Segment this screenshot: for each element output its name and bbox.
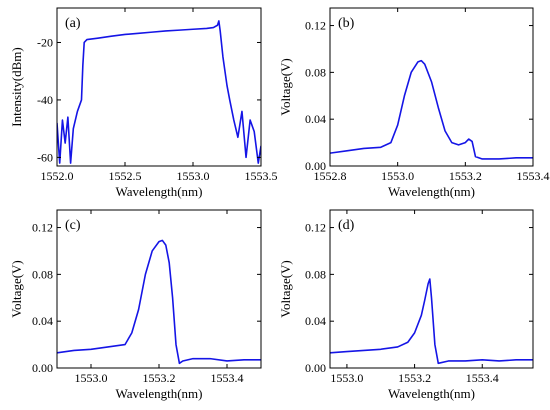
x-axis-label-1: Wavelength(nm) (115, 184, 202, 199)
x-tick-label-4-3: 1553.4 (466, 371, 499, 385)
x-tick-label-1-3: 1553.0 (177, 169, 210, 183)
x-tick-label-1-2: 1552.5 (109, 169, 142, 183)
x-tick-label-3-1: 1553.0 (75, 371, 108, 385)
y-tick-label-3-2: 0.04 (32, 314, 53, 328)
panel-3: 1553.0 1553.2 1553.4 0.00 0.04 0.08 0.12 Wavele… (9, 209, 262, 401)
panel-label-3: (c) (65, 218, 81, 233)
y-tick-label-2-1: 0.00 (305, 159, 326, 173)
x-tick-label-2-2: 1553.0 (381, 169, 414, 183)
x-tick-label-4-2: 1553.2 (398, 371, 431, 385)
panel-label-4: (d) (338, 218, 355, 233)
y-tick-label-2-3: 0.08 (305, 65, 326, 79)
y-tick-label-2-4: 0.12 (305, 19, 326, 33)
plot-frame-4 (329, 209, 534, 369)
x-axis-label-3: Wavelength(nm) (115, 386, 202, 401)
x-tick-label-3-2: 1553.2 (143, 371, 176, 385)
y-tick-label-1-2: -40 (37, 93, 53, 107)
y-tick-label-3-1: 0.00 (32, 361, 53, 375)
y-axis-label-4: Voltage(V) (278, 260, 293, 318)
plot-frame-3 (56, 209, 262, 369)
x-axis-label-2: Wavelength(nm) (388, 184, 475, 199)
panel-label-1: (a) (65, 16, 81, 31)
x-axis-label-4: Wavelength(nm) (388, 386, 475, 401)
x-tick-label-1-1: 1552.0 (41, 169, 74, 183)
y-axis-label-1: Intensity(dBm) (9, 47, 24, 126)
panel-label-2: (b) (338, 16, 355, 31)
x-tick-label-2-4: 1553.4 (517, 169, 550, 183)
plot-frame-1 (56, 7, 262, 167)
y-tick-label-4-3: 0.08 (305, 267, 326, 281)
series-line-2-1 (330, 59, 533, 160)
y-tick-label-4-2: 0.04 (305, 314, 326, 328)
x-tick-label-3-3: 1553.4 (211, 371, 244, 385)
y-tick-label-3-4: 0.12 (32, 221, 53, 235)
y-tick-label-1-3: -20 (37, 35, 53, 49)
series-line-3-1 (57, 239, 261, 365)
panel-1: 1552.0 1552.5 1553.0 1553.5 -60 -40 -20 Wavelen… (9, 7, 278, 199)
x-tick-label-1-4: 1553.5 (245, 169, 278, 183)
x-tick-label-4-1: 1553.0 (330, 371, 363, 385)
y-tick-label-1-1: -60 (37, 150, 53, 164)
y-axis-label-3: Voltage(V) (9, 260, 24, 318)
x-tick-label-2-1: 1552.8 (314, 169, 347, 183)
y-tick-label-2-2: 0.04 (305, 112, 326, 126)
y-tick-label-4-1: 0.00 (305, 361, 326, 375)
y-axis-label-2: Voltage(V) (278, 58, 293, 116)
series-line-1-1 (57, 20, 261, 164)
x-tick-label-2-3: 1553.2 (449, 169, 482, 183)
panel-4: 1553.0 1553.2 1553.4 0.00 0.04 0.08 0.12 Wavele… (278, 209, 534, 401)
panel-2: 1552.8 1553.0 1553.2 1553.4 0.00 0.04 0.08 0.12… (278, 7, 550, 199)
series-line-4-1 (330, 278, 533, 365)
y-tick-label-4-4: 0.12 (305, 221, 326, 235)
y-tick-label-3-3: 0.08 (32, 267, 53, 281)
plot-frame-2 (329, 7, 534, 167)
